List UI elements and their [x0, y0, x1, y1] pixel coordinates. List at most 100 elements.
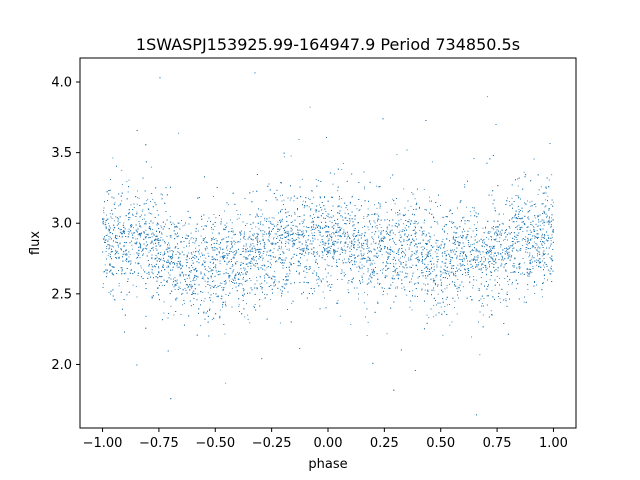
data-point	[454, 236, 456, 238]
data-point	[353, 239, 355, 241]
data-point	[530, 259, 532, 260]
data-point	[381, 254, 383, 256]
data-point	[347, 289, 349, 291]
data-point	[319, 277, 320, 279]
data-point	[500, 302, 502, 303]
data-point	[460, 235, 461, 237]
data-point	[252, 250, 254, 252]
data-point	[152, 198, 154, 200]
data-point	[279, 322, 281, 324]
data-point	[400, 218, 402, 220]
data-point	[445, 270, 447, 272]
data-point	[494, 232, 496, 234]
data-point	[313, 270, 315, 272]
data-point	[537, 250, 539, 252]
data-point	[340, 206, 342, 208]
data-point	[294, 211, 296, 213]
data-point	[262, 253, 264, 254]
data-point	[283, 283, 285, 285]
data-point	[377, 219, 379, 221]
data-point	[449, 324, 451, 326]
data-point	[534, 237, 536, 239]
data-point	[218, 233, 220, 235]
data-point	[169, 235, 171, 237]
data-point	[256, 276, 257, 278]
data-point	[371, 232, 373, 233]
data-point	[225, 294, 227, 295]
data-point	[121, 169, 123, 171]
data-point	[277, 236, 279, 238]
data-point	[439, 245, 441, 247]
data-point	[111, 266, 113, 267]
data-point	[236, 250, 238, 252]
data-point	[502, 252, 503, 253]
data-point	[197, 230, 199, 232]
data-point	[160, 245, 162, 246]
data-point	[292, 221, 293, 223]
data-point	[213, 259, 215, 261]
data-point	[541, 236, 543, 238]
data-point	[529, 229, 531, 231]
data-point	[527, 288, 529, 290]
data-point	[240, 253, 242, 255]
data-point	[371, 226, 373, 228]
data-point	[238, 272, 240, 274]
data-point	[207, 220, 208, 222]
data-point	[211, 228, 213, 230]
data-point	[402, 230, 404, 232]
data-point	[161, 232, 162, 234]
data-point	[508, 245, 510, 247]
data-point	[237, 214, 239, 215]
data-point	[392, 198, 394, 200]
data-point	[107, 244, 108, 246]
data-point	[453, 251, 454, 253]
data-point	[427, 275, 429, 277]
data-point	[453, 235, 454, 237]
data-point	[528, 234, 529, 235]
data-point	[473, 210, 475, 212]
data-point	[433, 216, 434, 218]
data-point	[518, 224, 520, 226]
data-point	[247, 255, 249, 257]
data-point	[161, 227, 163, 229]
data-point	[297, 237, 299, 238]
data-point	[494, 245, 496, 247]
data-point	[178, 252, 180, 253]
data-point	[482, 314, 484, 316]
data-point	[276, 225, 278, 227]
data-point	[404, 214, 406, 215]
data-point	[485, 259, 486, 261]
data-point	[368, 221, 370, 223]
data-point	[415, 282, 417, 284]
data-point	[190, 232, 192, 234]
data-point	[464, 223, 466, 225]
data-point	[182, 225, 184, 227]
data-point	[174, 289, 176, 290]
data-point	[216, 296, 218, 297]
data-point	[271, 223, 273, 225]
data-point	[234, 279, 236, 281]
data-point	[106, 248, 108, 249]
data-point	[467, 272, 469, 273]
data-point	[526, 247, 528, 248]
data-point	[525, 240, 527, 242]
data-point	[305, 240, 307, 242]
data-point	[536, 225, 538, 227]
data-point	[489, 279, 491, 281]
data-point	[153, 243, 154, 245]
data-point	[263, 275, 265, 277]
data-point	[119, 222, 121, 223]
data-point	[310, 252, 312, 254]
data-point	[174, 264, 175, 265]
data-point	[232, 265, 234, 267]
data-point	[319, 204, 321, 206]
data-point	[537, 246, 539, 248]
data-point	[318, 230, 320, 232]
data-point	[466, 206, 467, 208]
data-point	[352, 254, 354, 256]
data-point	[533, 246, 535, 248]
data-point	[141, 251, 143, 252]
data-point	[331, 217, 333, 219]
data-point	[245, 259, 247, 260]
data-point	[175, 280, 177, 282]
